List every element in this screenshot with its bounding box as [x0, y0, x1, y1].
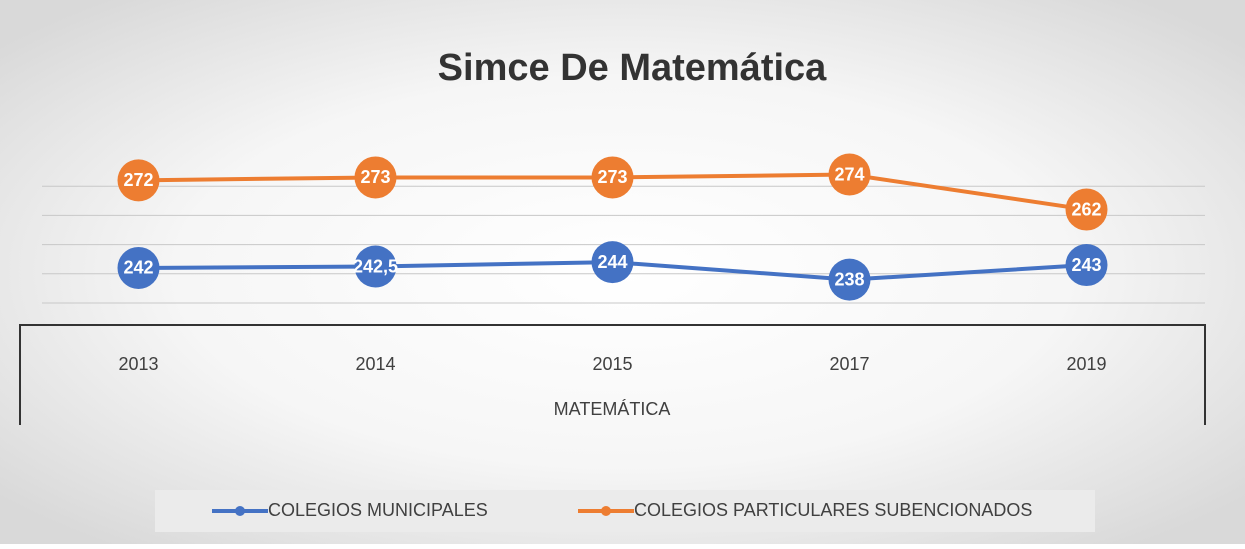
data-point [1065, 244, 1108, 287]
x-tick-label: 2017 [829, 354, 869, 374]
chart-title: Simce De Matemática [438, 47, 827, 89]
x-tick-label: 2019 [1066, 354, 1106, 374]
legend-marker [601, 506, 611, 516]
data-label: 262 [1071, 199, 1101, 219]
legend-label: COLEGIOS MUNICIPALES [268, 500, 488, 520]
x-tick-label: 2015 [592, 354, 632, 374]
data-label: 272 [123, 170, 153, 190]
x-tick-label: 2014 [355, 354, 395, 374]
data-point [354, 245, 397, 288]
data-label: 273 [360, 167, 390, 187]
category-axis-box [19, 324, 1206, 425]
data-label: 242 [123, 258, 153, 278]
data-point [354, 156, 397, 199]
data-label: 243 [1071, 255, 1101, 275]
data-point [828, 153, 871, 196]
data-label: 242,5 [353, 256, 398, 276]
legend-marker [235, 506, 245, 516]
x-axis-label: MATEMÁTICA [554, 399, 671, 419]
data-point [117, 246, 160, 289]
data-point [591, 156, 634, 199]
x-tick-label: 2013 [118, 354, 158, 374]
data-point [591, 241, 634, 284]
data-label: 273 [597, 167, 627, 187]
data-label: 274 [834, 164, 864, 184]
data-label: 244 [597, 252, 627, 272]
data-label: 238 [834, 269, 864, 289]
data-point [828, 258, 871, 301]
legend-label: COLEGIOS PARTICULARES SUBENCIONADOS [634, 500, 1032, 520]
data-point [1065, 188, 1108, 231]
data-point [117, 159, 160, 202]
